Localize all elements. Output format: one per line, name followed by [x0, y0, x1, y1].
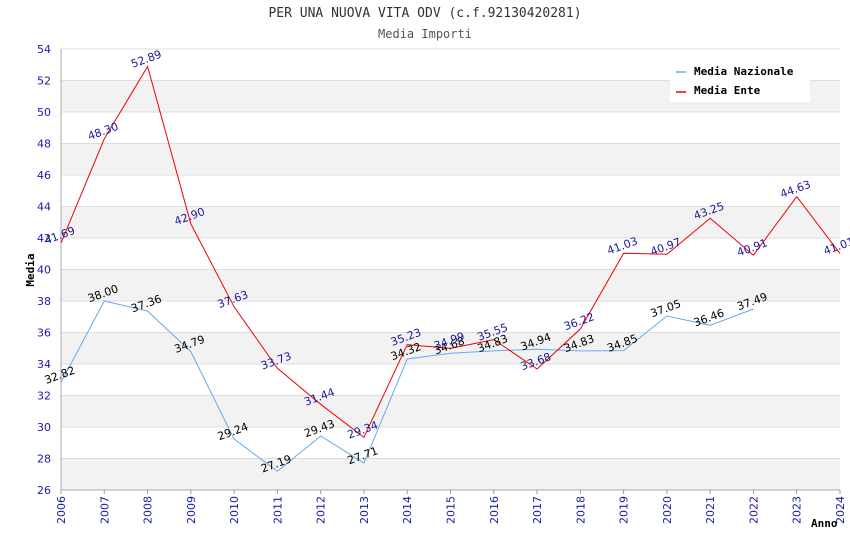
- series-line-media-nazionale: [60, 300, 754, 472]
- x-axis-label: Anno: [811, 517, 838, 530]
- grid-band: [61, 143, 840, 175]
- x-tick-label: 2016: [488, 496, 501, 524]
- x-tick-label: 2013: [358, 496, 371, 524]
- x-tick-label: 2009: [185, 496, 198, 524]
- data-label-media-ente: 40.97: [649, 235, 683, 258]
- chart-title: PER UNA NUOVA VITA ODV (c.f.92130420281): [268, 6, 582, 21]
- grid-band: [61, 269, 840, 301]
- x-tick-label: 2020: [661, 496, 674, 524]
- series-lines: [60, 65, 841, 472]
- y-tick-label: 30: [37, 421, 51, 434]
- x-tick-label: 2014: [401, 496, 414, 524]
- grid-band: [61, 395, 840, 427]
- x-tick-label: 2008: [142, 496, 155, 524]
- x-tick-label: 2007: [98, 496, 111, 524]
- x-tick-label: 2022: [747, 496, 760, 524]
- data-label-media-ente: 40.91: [735, 236, 769, 259]
- grid-bands: [61, 80, 840, 490]
- x-tick-label: 2024: [834, 496, 847, 524]
- y-tick-label: 36: [37, 327, 51, 340]
- data-label-media-ente: 44.63: [779, 178, 813, 201]
- y-tick-label: 44: [37, 201, 51, 214]
- y-tick-label: 28: [37, 453, 51, 466]
- x-tick-label: 2023: [791, 496, 804, 524]
- data-label-media-ente: 48.30: [86, 120, 120, 143]
- data-label-media-ente: 52.89: [129, 48, 163, 71]
- y-tick-label: 38: [37, 295, 51, 308]
- y-tick-label: 40: [37, 264, 51, 277]
- y-tick-label: 42: [37, 232, 51, 245]
- legend: Media Nazionale Media Ente: [670, 60, 810, 102]
- x-tick-label: 2012: [315, 496, 328, 524]
- chart-subtitle: Media Importi: [378, 27, 472, 41]
- y-tick-label: 52: [37, 75, 51, 88]
- y-tick-label: 34: [37, 358, 51, 371]
- legend-label-media-ente: Media Ente: [694, 84, 761, 97]
- axes: 26 28 30 32 34 36 38 40 42 44 46 48 50 52 54 2006 2007 20…: [37, 43, 847, 524]
- legend-label-media-nazionale: Media Nazionale: [694, 65, 794, 78]
- data-label-media-nazionale: 36.46: [692, 306, 726, 329]
- series-line-media-ente: [60, 65, 841, 439]
- legend-box: [670, 60, 810, 102]
- x-tick-label: 2010: [228, 496, 241, 524]
- y-tick-label: 50: [37, 106, 51, 119]
- x-tick-label: 2015: [445, 496, 458, 524]
- y-tick-label: 46: [37, 169, 51, 182]
- y-tick-label: 26: [37, 484, 51, 497]
- grid-band: [61, 458, 840, 490]
- y-axis-label: Media: [24, 253, 37, 286]
- x-tick-label: 2017: [531, 496, 544, 524]
- data-label-media-ente: 41.69: [43, 224, 77, 247]
- x-tick-label: 2006: [55, 496, 68, 524]
- x-tick-label: 2018: [574, 496, 587, 524]
- y-tick-label: 54: [37, 43, 51, 56]
- y-tick-label: 48: [37, 138, 51, 151]
- y-tick-label: 32: [37, 390, 51, 403]
- x-tick-label: 2011: [271, 496, 284, 524]
- x-tick-label: 2019: [618, 496, 631, 524]
- x-tick-label: 2021: [704, 496, 717, 524]
